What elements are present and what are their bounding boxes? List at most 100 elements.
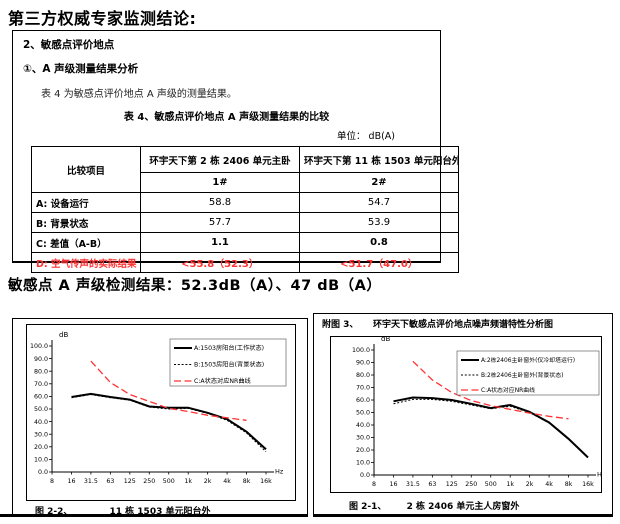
svg-text:60.0: 60.0 <box>356 397 370 404</box>
svg-text:16k: 16k <box>582 481 594 488</box>
svg-text:63: 63 <box>106 478 114 485</box>
table-row-d: D: 空气传声的实际结果 <55.8（52.3） <51.7（47.0） <box>31 252 459 273</box>
chart-caption-row: 图 2-2、 11 栋 1503 单元阳台外 <box>13 504 307 517</box>
svg-text:16k: 16k <box>260 478 272 485</box>
svg-text:80.0: 80.0 <box>34 368 48 375</box>
chart-panel-right: 附图 3、 环宇天下敏感点评价地点噪声频谱特性分析图 0.0 10.0 20.0 30… <box>313 313 613 517</box>
svg-text:70.0: 70.0 <box>34 381 48 388</box>
chart-caption-row: 图 2-1、 2 栋 2406 单元主人房窗外 <box>314 499 612 512</box>
svg-text:10.0: 10.0 <box>34 457 48 464</box>
svg-text:250: 250 <box>143 478 155 485</box>
row-value: 58.8 <box>140 192 300 213</box>
svg-text:70.0: 70.0 <box>356 385 370 392</box>
unit-label: 单位： dB(A) <box>337 131 395 142</box>
figure-caption: 11 栋 1503 单元阳台外 <box>109 507 211 517</box>
svg-text:2k: 2k <box>526 481 534 488</box>
chart-title: 环宇天下敏感点评价地点噪声频谱特性分析图 <box>372 320 553 330</box>
report-box: 2、敏感点评价地点 ①、A 声级测量结果分析 表 4 为敏感点评价地点 A 声级… <box>12 30 459 273</box>
svg-text:A:2栋2406主卧窗外(仅冷却塔运行): A:2栋2406主卧窗外(仅冷却塔运行) <box>481 356 575 364</box>
figure-caption: 2 栋 2406 单元主人房窗外 <box>406 502 520 512</box>
point-header-1: 1# <box>140 172 300 193</box>
svg-text:4k: 4k <box>545 481 553 488</box>
svg-text:40.0: 40.0 <box>356 422 370 429</box>
svg-text:4k: 4k <box>223 478 231 485</box>
row-value: 1.1 <box>140 232 300 253</box>
row-value: 0.8 <box>299 232 459 253</box>
svg-text:50.0: 50.0 <box>356 410 370 417</box>
svg-text:B:1503房阳台(背景状态): B:1503房阳台(背景状态) <box>194 361 264 369</box>
row-value: 57.7 <box>140 212 300 233</box>
chart-title-row: 附图 3、 环宇天下敏感点评价地点噪声频谱特性分析图 <box>314 317 612 330</box>
svg-text:80.0: 80.0 <box>356 372 370 379</box>
svg-text:50.0: 50.0 <box>34 406 48 413</box>
svg-text:125: 125 <box>124 478 136 485</box>
svg-text:2k: 2k <box>204 478 212 485</box>
table-intro-text: 表 4 为敏感点评价地点 A 声级的测量结果。 <box>41 89 237 100</box>
svg-text:40.0: 40.0 <box>34 419 48 426</box>
table-row-c: C: 差值（A-B） 1.1 0.8 <box>31 232 459 253</box>
svg-text:90.0: 90.0 <box>34 356 48 363</box>
noise-spectrum-chart-right: 0.0 10.0 20.0 30.0 40.0 50.0 60.0 70.0 80.0 90.0 1… <box>330 336 602 493</box>
svg-text:Hz: Hz <box>275 468 284 476</box>
table-row-b: B: 背景状态 57.7 53.9 <box>31 212 459 233</box>
svg-text:dB: dB <box>381 337 390 343</box>
row-label: A: 设备运行 <box>31 192 141 213</box>
noise-spectrum-chart-left: 0.0 10.0 20.0 30.0 40.0 50.0 60.0 70.0 80.0 90.0 1… <box>26 324 296 501</box>
svg-text:31.5: 31.5 <box>84 478 98 485</box>
row-label: B: 背景状态 <box>31 212 141 233</box>
svg-text:10.0: 10.0 <box>356 460 370 467</box>
svg-text:250: 250 <box>465 481 477 488</box>
row-value: <51.7（47.0） <box>299 252 459 273</box>
svg-text:20.0: 20.0 <box>356 447 370 454</box>
svg-text:8: 8 <box>50 478 54 485</box>
svg-text:C:A状态对应NR曲线: C:A状态对应NR曲线 <box>194 377 251 385</box>
svg-text:63: 63 <box>428 481 436 488</box>
subsection-heading: ①、A 声级测量结果分析 <box>23 63 139 75</box>
svg-text:100.0: 100.0 <box>30 343 48 350</box>
figure-label: 图 2-2、 <box>35 507 73 517</box>
row-value: <55.8（52.3） <box>140 252 300 273</box>
section-heading: 2、敏感点评价地点 <box>23 39 115 51</box>
svg-text:B:2栋2406主卧窗外(背景状态): B:2栋2406主卧窗外(背景状态) <box>481 371 563 379</box>
svg-text:60.0: 60.0 <box>34 394 48 401</box>
svg-text:Hz: Hz <box>597 471 601 479</box>
svg-text:125: 125 <box>446 481 458 488</box>
row-value: 54.7 <box>299 192 459 213</box>
row-value: 53.9 <box>299 212 459 233</box>
svg-text:A:1503房阳台(工作状态): A:1503房阳台(工作状态) <box>194 344 264 352</box>
svg-text:8: 8 <box>372 481 376 488</box>
attachment-label: 附图 3、 <box>322 320 359 330</box>
row-label: D: 空气传声的实际结果 <box>31 252 141 273</box>
location-header-1: 环宇天下第 2 栋 2406 单元主卧 <box>140 146 300 173</box>
svg-text:500: 500 <box>163 478 175 485</box>
row-label: C: 差值（A-B） <box>31 232 141 253</box>
page-rule-left <box>0 514 308 517</box>
comparison-table: 比较项目 环宇天下第 2 栋 2406 单元主卧 环宇天下第 11 栋 1503… <box>31 146 459 273</box>
svg-text:1k: 1k <box>184 478 192 485</box>
svg-text:90.0: 90.0 <box>356 360 370 367</box>
svg-text:31.5: 31.5 <box>406 481 420 488</box>
svg-text:30.0: 30.0 <box>356 435 370 442</box>
svg-text:C:A状态对应NR曲线: C:A状态对应NR曲线 <box>481 386 535 394</box>
svg-text:16: 16 <box>389 481 397 488</box>
page-rule-right <box>313 514 613 517</box>
page-title: 第三方权威专家监测结论: <box>8 9 197 28</box>
table-row-a: A: 设备运行 58.8 54.7 <box>31 192 459 213</box>
corner-header-cell: 比较项目 <box>31 146 141 193</box>
location-header-2: 环宇天下第 11 栋 1503 单元阳台外 <box>299 146 459 173</box>
svg-text:16: 16 <box>67 478 75 485</box>
svg-text:8k: 8k <box>243 478 251 485</box>
svg-text:20.0: 20.0 <box>34 444 48 451</box>
svg-text:8k: 8k <box>565 481 573 488</box>
point-header-2: 2# <box>299 172 459 193</box>
chart-panel-left: 0.0 10.0 20.0 30.0 40.0 50.0 60.0 70.0 80.0 90.0 1… <box>12 318 308 517</box>
svg-text:0.0: 0.0 <box>38 469 48 476</box>
svg-text:100.0: 100.0 <box>352 347 370 354</box>
svg-text:30.0: 30.0 <box>34 431 48 438</box>
figure-label: 图 2-1、 <box>349 502 387 512</box>
svg-text:0.0: 0.0 <box>360 472 370 479</box>
table-caption: 表 4、敏感点评价地点 A 声级测量结果的比较 <box>123 112 330 123</box>
result-summary: 敏感点 A 声级检测结果：52.3dB（A）、47 dB（A） <box>8 278 382 294</box>
svg-text:500: 500 <box>485 481 497 488</box>
svg-text:dB: dB <box>59 331 68 339</box>
